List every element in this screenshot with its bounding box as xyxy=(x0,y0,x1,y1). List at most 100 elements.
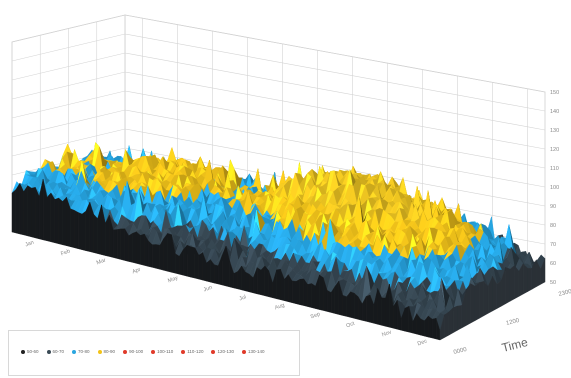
legend-row: 50-60 60-70 70-80 80-90 90-100 100-110 110-120… xyxy=(21,349,264,354)
surface-front xyxy=(31,187,36,239)
surface-front xyxy=(85,201,91,252)
surface-front xyxy=(291,280,297,304)
surface-front xyxy=(264,265,269,298)
surface-side xyxy=(457,305,463,331)
surface-front xyxy=(128,232,133,263)
legend-item: 130-140 xyxy=(241,349,265,354)
surface-front xyxy=(19,183,24,236)
z-tick-label: 110 xyxy=(550,166,559,172)
surface-front xyxy=(260,265,266,297)
surface-front xyxy=(354,292,359,320)
surface-front xyxy=(307,283,312,308)
legend-swatch xyxy=(72,349,77,354)
z-tick-label: 150 xyxy=(550,90,559,96)
surface-front xyxy=(295,278,301,305)
surface-front xyxy=(15,182,20,235)
surface-front xyxy=(147,240,153,268)
surface-front xyxy=(342,294,347,317)
surface-front xyxy=(214,264,219,285)
legend-swatch xyxy=(46,349,51,354)
surface-front xyxy=(432,317,437,340)
surface-front xyxy=(50,192,55,244)
surface-front xyxy=(182,244,188,277)
surface-front xyxy=(120,228,126,261)
surface-side xyxy=(466,283,471,326)
surface-front xyxy=(132,231,137,264)
surface-plot xyxy=(11,141,546,341)
surface-side xyxy=(509,265,515,302)
z-tick-label: 50 xyxy=(550,280,556,286)
surface-front xyxy=(11,189,17,234)
surface-front xyxy=(81,210,87,251)
legend-swatch xyxy=(97,349,102,354)
legend-item: 70-80 xyxy=(72,349,90,354)
legend-item: 80-90 xyxy=(97,349,116,354)
legend-item: 110-120 xyxy=(181,349,203,354)
legend-swatch xyxy=(151,349,156,354)
month-tick-label: Jun xyxy=(203,285,213,294)
surface-front xyxy=(311,283,316,309)
surface-front xyxy=(58,197,63,246)
month-tick-label: Mar xyxy=(96,257,107,266)
surface-front xyxy=(404,305,410,333)
surface-front xyxy=(428,315,433,339)
legend-swatch xyxy=(241,349,246,354)
time-tick-label: 0000 xyxy=(453,347,468,356)
month-tick-label: Aug xyxy=(274,302,285,311)
legend-item: 100-110 xyxy=(151,349,173,354)
surface-front xyxy=(284,274,289,302)
surface-front xyxy=(93,213,98,254)
surface-front xyxy=(327,289,332,313)
month-tick-label: Apr xyxy=(131,267,141,276)
surface-front xyxy=(27,185,32,238)
legend-label: 100-110 xyxy=(157,349,174,354)
surface-front xyxy=(155,244,161,270)
legend-label: 110-120 xyxy=(187,349,204,354)
legend-item: 120-130 xyxy=(211,349,234,354)
z-tick-label: 120 xyxy=(550,147,559,153)
z-tick-label: 70 xyxy=(550,242,556,248)
legend-item: 90-100 xyxy=(123,349,143,354)
time-axis-label: Time xyxy=(500,335,529,355)
legend-label: 50-60 xyxy=(27,349,39,354)
month-tick-label: Nov xyxy=(381,329,392,338)
legend-label: 130-140 xyxy=(247,349,265,354)
z-tick-label: 100 xyxy=(550,185,559,191)
month-axis-ticks: Jan Feb Mar Apr May Jun Jul Aug Sep Oct Nov Dec xyxy=(24,240,428,348)
surface-front xyxy=(116,228,122,260)
legend-swatch xyxy=(21,349,25,354)
surface-front xyxy=(151,244,157,269)
legend-label: 120-130 xyxy=(217,349,234,354)
surface-side xyxy=(474,282,480,322)
surface-side xyxy=(505,267,511,305)
legend: 50-60 60-70 70-80 80-90 90-100 100-110 110-120… xyxy=(8,330,300,376)
surface-side xyxy=(479,281,484,319)
surface-side xyxy=(452,305,458,334)
surface-front xyxy=(334,280,339,315)
surface-side xyxy=(483,280,489,317)
z-tick-label: 80 xyxy=(550,223,556,229)
surface-side xyxy=(527,267,533,293)
surface-front xyxy=(350,291,355,319)
surface-front xyxy=(186,244,192,278)
legend-swatch xyxy=(181,349,186,354)
time-tick-label: 1200 xyxy=(506,318,521,327)
z-tick-label: 60 xyxy=(550,261,556,267)
month-tick-label: May xyxy=(167,275,179,284)
surface-front xyxy=(23,184,28,237)
surface-front xyxy=(256,267,262,296)
time-tick-label: 2300 xyxy=(558,289,571,298)
surface-front xyxy=(140,233,145,266)
z-axis-ticks: 50 60 70 80 90 100 110 120 130 140 150 xyxy=(550,90,559,286)
surface-front xyxy=(276,268,281,300)
month-tick-label: Feb xyxy=(60,248,71,257)
month-tick-label: Dec xyxy=(417,338,428,347)
time-axis-ticks: 0000 1200 2300 xyxy=(453,289,571,356)
z-tick-label: 130 xyxy=(550,128,559,134)
surface-side xyxy=(496,279,502,309)
month-tick-label: Sep xyxy=(310,311,321,320)
surface-front xyxy=(233,271,238,290)
legend-item: 50-60 xyxy=(21,349,39,354)
legend-label: 80-90 xyxy=(103,349,116,354)
